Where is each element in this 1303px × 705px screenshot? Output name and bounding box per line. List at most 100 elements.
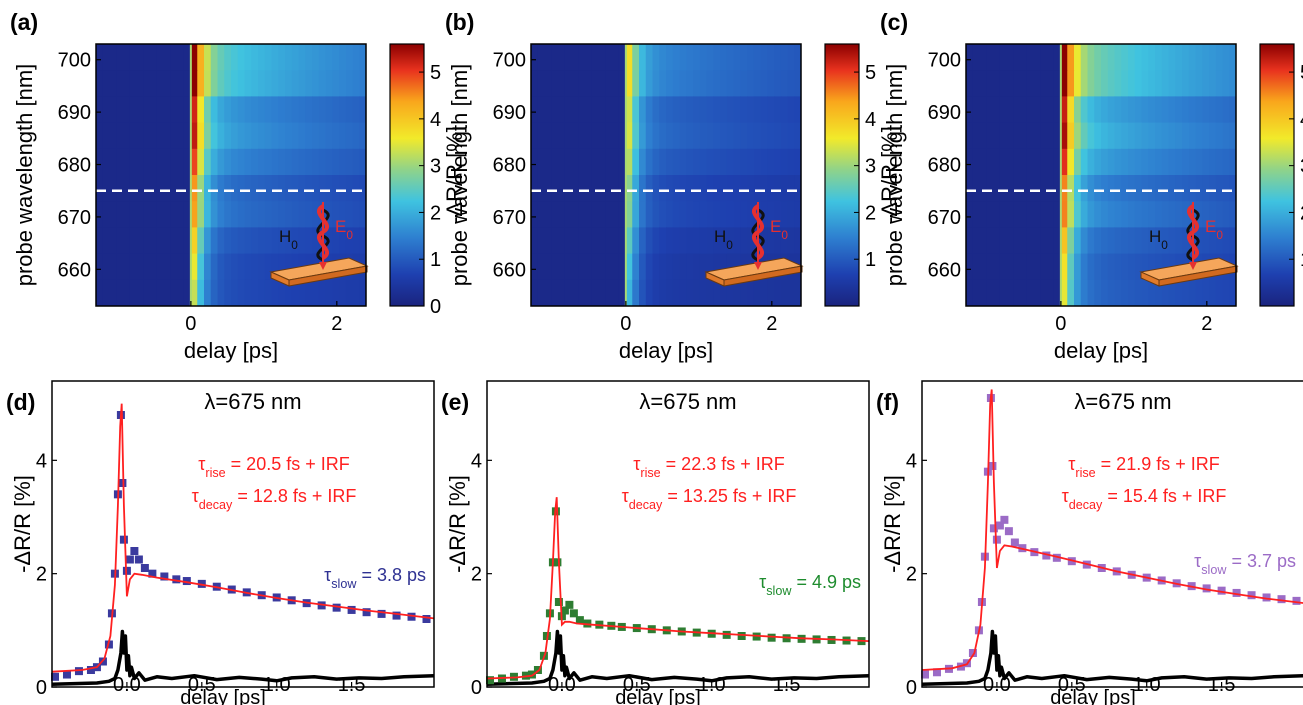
- heatmap-cell: [1047, 122, 1055, 150]
- data-point: [148, 569, 157, 578]
- heatmap-cell: [1033, 201, 1041, 228]
- heatmap-frame: [965, 43, 1237, 307]
- heatmap-cell: [699, 227, 708, 255]
- heatmap-cell: [271, 175, 279, 202]
- heatmap-cell: [733, 122, 741, 150]
- data-point: [1000, 515, 1009, 524]
- heatmap-cell: [966, 175, 974, 202]
- heatmap-cell: [251, 227, 259, 255]
- heatmap-cell: [726, 44, 735, 71]
- heatmap-cell: [618, 175, 627, 202]
- heatmap-cell: [612, 122, 620, 150]
- heatmap-cell: [116, 253, 124, 281]
- heatmap-cell: [625, 253, 633, 281]
- heatmap-cell: [251, 70, 259, 97]
- heatmap-cell: [618, 148, 627, 176]
- heatmap-cell: [1168, 227, 1176, 255]
- heatmap-cell: [1134, 175, 1143, 202]
- data-point: [1052, 553, 1061, 562]
- heatmap-cell: [1047, 201, 1055, 228]
- heatmap-cell: [659, 253, 667, 281]
- heatmap-cell: [753, 44, 762, 71]
- heatmap-cell: [1107, 70, 1116, 97]
- heatmap-cell: [123, 148, 131, 176]
- y-tick-label: 2: [471, 564, 482, 586]
- heatmap-cell: [652, 122, 660, 150]
- y-axis-label: probe wavelength [nm]: [12, 64, 37, 287]
- heatmap-cell: [312, 70, 320, 97]
- panel-label: (f): [876, 389, 899, 415]
- label-e0: E0: [1205, 217, 1223, 242]
- heatmap-cell: [116, 70, 124, 97]
- heatmap-cell: [1128, 175, 1136, 202]
- heatmap-cell: [699, 96, 708, 124]
- heatmap-cell: [1121, 279, 1129, 306]
- heatmap-cell: [136, 227, 144, 255]
- heatmap-cell: [136, 96, 144, 124]
- heatmap-cell: [713, 227, 721, 255]
- heatmap-cell: [1202, 96, 1210, 124]
- heatmap-cell: [1053, 175, 1062, 202]
- heatmap-cell: [1168, 44, 1176, 71]
- heatmap-cell: [204, 96, 212, 124]
- heatmap-cell: [794, 122, 801, 150]
- heatmap-cell: [339, 279, 347, 306]
- heatmap-cell: [102, 44, 111, 71]
- heatmap-cell: [183, 96, 192, 124]
- heatmap-cell: [116, 279, 124, 306]
- heatmap-cell: [979, 253, 987, 281]
- heatmap-cell: [96, 148, 104, 176]
- heatmap-cell: [1047, 70, 1055, 97]
- y-axis-label: probe wavelength [nm]: [882, 64, 907, 287]
- heatmap-cell: [298, 279, 306, 306]
- heatmap-cell: [558, 44, 566, 71]
- heatmap-cell: [1148, 227, 1156, 255]
- heatmap-cell: [1121, 148, 1129, 176]
- heatmap-cell: [672, 44, 681, 71]
- heatmap-cell: [966, 122, 974, 150]
- heatmap-cell: [571, 148, 579, 176]
- heatmap-cell: [986, 148, 994, 176]
- heatmap-cell: [1053, 44, 1062, 71]
- trace-panel: (d) λ=675 nm 0 2 4 0.0 0.5 1.0 1.5 delay [ps] -ΔR/…: [6, 380, 435, 705]
- heatmap-panel: (b) H0 E0 700 690 680 670 660 0 2 delay [ps] probe …: [445, 9, 902, 363]
- heatmap-cell: [352, 70, 360, 97]
- heatmap-cell: [645, 253, 654, 281]
- heatmap-cell: [163, 122, 171, 150]
- heatmap-cell: [740, 70, 748, 97]
- heatmap-cell: [291, 201, 300, 228]
- heatmap-cell: [251, 44, 259, 71]
- heatmap-cell: [224, 148, 232, 176]
- heatmap-cell: [558, 279, 566, 306]
- heatmap-cell: [251, 201, 259, 228]
- heatmap-cell: [1128, 122, 1136, 150]
- heatmap-cell: [1209, 70, 1217, 97]
- y-axis-label: -ΔR/R [%]: [10, 475, 35, 573]
- heatmap-cell: [1067, 253, 1075, 281]
- heatmap-cell: [1215, 122, 1224, 150]
- heatmap-cell: [298, 227, 306, 255]
- heatmap-cell: [618, 279, 627, 306]
- heatmap-cell: [686, 70, 694, 97]
- heatmap-cell: [1134, 227, 1143, 255]
- heatmap-cell: [639, 175, 647, 202]
- heatmap-cell: [551, 279, 559, 306]
- heatmap-cell: [170, 175, 178, 202]
- heatmap-cell: [1182, 44, 1190, 71]
- heatmap-cell: [352, 279, 360, 306]
- heatmap-cell: [1026, 96, 1035, 124]
- heatmap-cell: [237, 201, 246, 228]
- heatmap-cell: [652, 175, 660, 202]
- heatmap-cell: [1087, 227, 1095, 255]
- heatmap-cell: [278, 44, 286, 71]
- heatmap-cell: [591, 122, 600, 150]
- heatmap-cell: [1128, 279, 1136, 306]
- heatmap-cell: [612, 175, 620, 202]
- heatmap-cell: [1020, 44, 1028, 71]
- heatmap-cell: [359, 175, 366, 202]
- heatmap-cell: [197, 70, 205, 97]
- heatmap-cell: [605, 122, 613, 150]
- heatmap-cell: [972, 44, 981, 71]
- heatmap-cell: [197, 44, 205, 71]
- heatmap-cell: [1182, 96, 1190, 124]
